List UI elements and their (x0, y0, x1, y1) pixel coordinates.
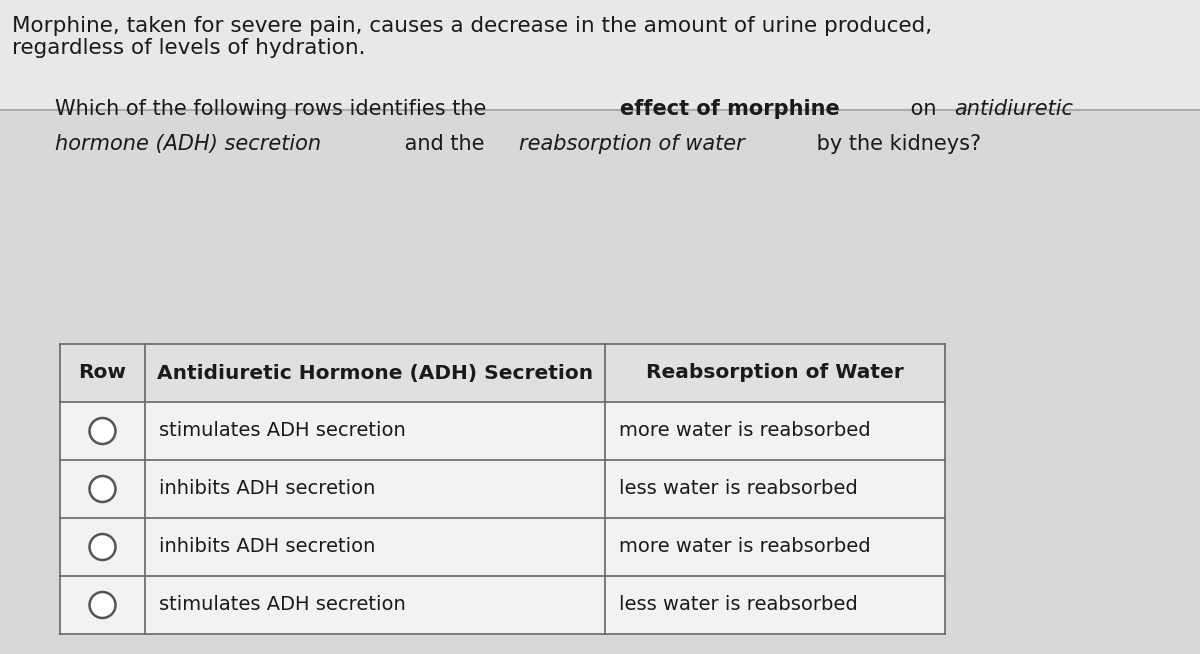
Text: on: on (904, 99, 943, 119)
Text: less water is reabsorbed: less water is reabsorbed (619, 479, 858, 498)
Text: more water is reabsorbed: more water is reabsorbed (619, 421, 871, 441)
Text: by the kidneys?: by the kidneys? (810, 134, 980, 154)
Circle shape (90, 592, 115, 618)
Text: inhibits ADH secretion: inhibits ADH secretion (158, 538, 376, 557)
FancyBboxPatch shape (60, 344, 946, 402)
Text: less water is reabsorbed: less water is reabsorbed (619, 596, 858, 615)
Text: and the: and the (398, 134, 492, 154)
Text: hormone (ADH) secretion: hormone (ADH) secretion (55, 134, 322, 154)
FancyBboxPatch shape (0, 0, 1200, 110)
Text: more water is reabsorbed: more water is reabsorbed (619, 538, 871, 557)
Text: Morphine, taken for severe pain, causes a decrease in the amount of urine produc: Morphine, taken for severe pain, causes … (12, 16, 932, 36)
Text: effect of morphine: effect of morphine (620, 99, 840, 119)
Text: inhibits ADH secretion: inhibits ADH secretion (158, 479, 376, 498)
FancyBboxPatch shape (0, 110, 1200, 654)
Text: reabsorption of water: reabsorption of water (518, 134, 744, 154)
Circle shape (90, 476, 115, 502)
Text: regardless of levels of hydration.: regardless of levels of hydration. (12, 37, 366, 58)
Text: stimulates ADH secretion: stimulates ADH secretion (158, 421, 406, 441)
Text: Reabsorption of Water: Reabsorption of Water (646, 364, 904, 383)
Text: Which of the following rows identifies the: Which of the following rows identifies t… (55, 99, 493, 119)
Text: stimulates ADH secretion: stimulates ADH secretion (158, 596, 406, 615)
Text: Antidiuretic Hormone (ADH) Secretion: Antidiuretic Hormone (ADH) Secretion (157, 364, 593, 383)
Text: Row: Row (78, 364, 126, 383)
FancyBboxPatch shape (60, 344, 946, 634)
Circle shape (90, 418, 115, 444)
Text: antidiuretic: antidiuretic (954, 99, 1073, 119)
Circle shape (90, 534, 115, 560)
